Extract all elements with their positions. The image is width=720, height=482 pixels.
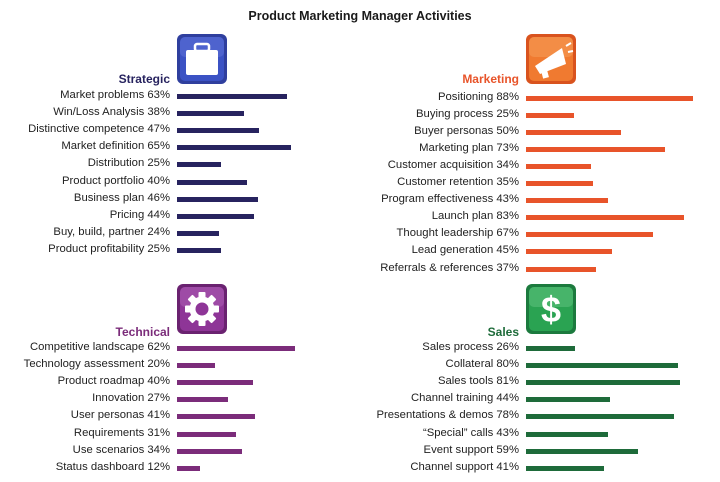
technical-label-innovation: Innovation 27% bbox=[92, 392, 170, 405]
strategic-label-market-definition: Market definition 65% bbox=[61, 140, 170, 153]
sales-bar-sales-tools bbox=[526, 380, 680, 386]
strategic-label-buy-build-partner: Buy, build, partner 24% bbox=[53, 225, 170, 238]
strategic-label-product-portfolio: Product portfolio 40% bbox=[61, 174, 170, 187]
technical-bar-use-scenarios bbox=[177, 448, 242, 454]
dollar-icon: $ bbox=[526, 284, 576, 334]
technical-label-status-dashboard: Status dashboard 12% bbox=[55, 460, 170, 473]
strategic-label-win-loss-analysis: Win/Loss Analysis 38% bbox=[53, 106, 170, 119]
chart-title: Product Marketing Manager Activities bbox=[248, 9, 472, 23]
marketing-label-launch-plan: Launch plan 83% bbox=[431, 210, 519, 223]
sales-title: Sales bbox=[487, 325, 519, 339]
technical-label-product-roadmap: Product roadmap 40% bbox=[57, 375, 170, 388]
marketing-label-marketing-plan: Marketing plan 73% bbox=[419, 142, 519, 155]
sales-bar-collateral bbox=[526, 363, 678, 369]
strategic-label-market-problems: Market problems 63% bbox=[60, 89, 170, 101]
sales-label-channel-training: Channel training 44% bbox=[410, 392, 519, 405]
sales-label-event-support: Event support 59% bbox=[423, 443, 519, 456]
sales-label-presentations-demos: Presentations & demos 78% bbox=[376, 409, 519, 422]
marketing-bar-launch-plan bbox=[526, 215, 684, 221]
technical-bar-technology-assessment bbox=[177, 363, 215, 369]
strategic-bar-distribution bbox=[177, 162, 221, 168]
strategic-bar-market-definition bbox=[177, 145, 291, 151]
strategic-label-distribution: Distribution 25% bbox=[87, 157, 170, 170]
marketing-title: Marketing bbox=[462, 72, 519, 86]
marketing-bar-lead-generation bbox=[526, 249, 612, 255]
marketing-bar-customer-acquisition bbox=[526, 164, 591, 170]
marketing-label-referrals-references: Referrals & references 37% bbox=[380, 261, 519, 274]
technical-bar-competitive-landscape bbox=[177, 346, 295, 351]
sales-label-special-calls: “Special” calls 43% bbox=[422, 426, 519, 439]
strategic-bar-market-problems bbox=[177, 94, 288, 99]
technical-bar-product-roadmap bbox=[177, 380, 253, 386]
megaphone-icon bbox=[526, 34, 576, 84]
gear-icon bbox=[177, 284, 227, 334]
strategic-bar-win-loss-analysis bbox=[177, 111, 244, 117]
technical-label-competitive-landscape: Competitive landscape 62% bbox=[29, 341, 170, 353]
sales-bar-event-support bbox=[526, 448, 639, 454]
technical-label-requirements: Requirements 31% bbox=[73, 426, 170, 439]
sales-label-sales-process: Sales process 26% bbox=[422, 341, 519, 353]
technical-label-technology-assessment: Technology assessment 20% bbox=[23, 358, 170, 371]
technical-bar-user-personas bbox=[177, 414, 255, 420]
sales-bar-channel-support bbox=[526, 465, 604, 471]
marketing-bar-customer-retention bbox=[526, 181, 593, 187]
svg-text:$: $ bbox=[541, 289, 561, 330]
marketing-bar-buyer-personas bbox=[526, 130, 621, 136]
sales-label-channel-support: Channel support 41% bbox=[410, 460, 519, 473]
strategic-label-pricing: Pricing 44% bbox=[109, 208, 170, 221]
technical-bar-innovation bbox=[177, 397, 229, 403]
technical-bar-requirements bbox=[177, 431, 236, 437]
marketing-label-program-effectiveness: Program effectiveness 43% bbox=[381, 193, 519, 206]
technical-label-use-scenarios: Use scenarios 34% bbox=[72, 443, 170, 456]
sales-bar-sales-process bbox=[526, 346, 576, 351]
technical-title: Technical bbox=[115, 325, 170, 339]
marketing-bar-marketing-plan bbox=[526, 147, 665, 153]
strategic-label-business-plan: Business plan 46% bbox=[73, 191, 170, 204]
briefcase-icon bbox=[177, 34, 227, 84]
marketing-label-buying-process: Buying process 25% bbox=[416, 108, 519, 121]
strategic-bar-product-portfolio bbox=[177, 179, 247, 185]
marketing-label-customer-acquisition: Customer acquisition 34% bbox=[387, 159, 519, 172]
sales-label-sales-tools: Sales tools 81% bbox=[437, 375, 519, 388]
strategic-bar-buy-build-partner bbox=[177, 230, 219, 236]
sales-bar-presentations-demos bbox=[526, 414, 675, 420]
marketing-label-thought-leadership: Thought leadership 67% bbox=[396, 227, 519, 240]
marketing-bar-positioning bbox=[526, 96, 694, 101]
marketing-bar-thought-leadership bbox=[526, 232, 654, 238]
sales-bar-channel-training bbox=[526, 397, 610, 403]
strategic-bar-business-plan bbox=[177, 196, 258, 202]
marketing-bar-program-effectiveness bbox=[526, 198, 608, 204]
technical-bar-status-dashboard bbox=[177, 465, 200, 471]
strategic-label-product-profitability: Product profitability 25% bbox=[48, 242, 170, 255]
technical-label-user-personas: User personas 41% bbox=[70, 409, 170, 422]
sales-label-collateral: Collateral 80% bbox=[445, 358, 519, 371]
marketing-bar-buying-process bbox=[526, 113, 574, 119]
strategic-bar-pricing bbox=[177, 213, 254, 219]
strategic-label-distinctive-competence: Distinctive competence 47% bbox=[28, 123, 170, 136]
strategic-bar-product-profitability bbox=[177, 247, 221, 253]
marketing-bar-referrals-references bbox=[526, 266, 597, 272]
strategic-title: Strategic bbox=[118, 72, 170, 86]
strategic-bar-distinctive-competence bbox=[177, 128, 260, 134]
sales-bar-special-calls bbox=[526, 431, 608, 437]
marketing-label-buyer-personas: Buyer personas 50% bbox=[414, 125, 519, 138]
marketing-label-positioning: Positioning 88% bbox=[437, 91, 519, 103]
marketing-label-lead-generation: Lead generation 45% bbox=[411, 244, 519, 257]
marketing-label-customer-retention: Customer retention 35% bbox=[397, 176, 519, 189]
